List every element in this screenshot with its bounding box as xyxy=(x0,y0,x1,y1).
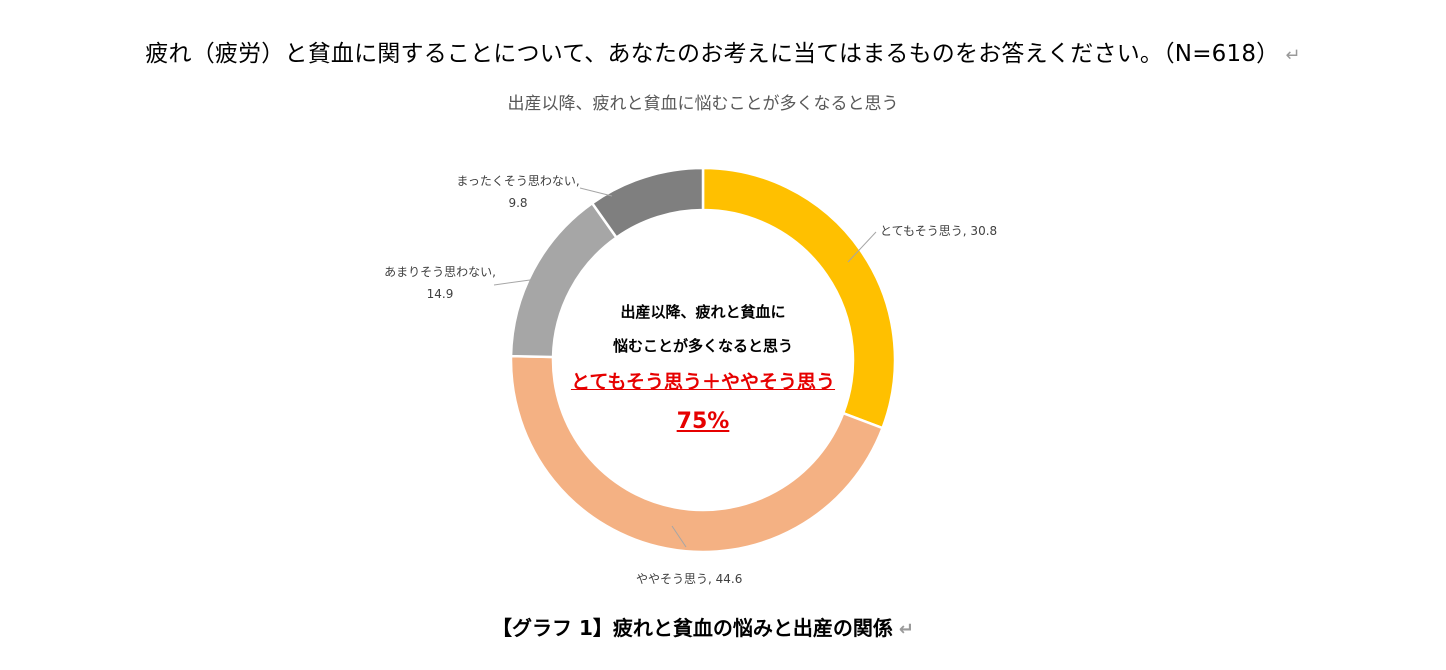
slice-label-1: とてもそう思う, 30.8 xyxy=(880,224,997,238)
survey-question: 疲れ（疲労）と貧血に関することについて、あなたのお考えに当てはまるものをお答えく… xyxy=(0,34,1446,68)
slice-label-4: まったくそう思わない, 9.8 xyxy=(456,174,579,210)
figure-caption-text: 【グラフ 1】疲れと貧血の悩みと出産の関係 xyxy=(492,616,893,640)
slice-leader-line-1 xyxy=(847,231,877,263)
slice-leader-line-4 xyxy=(579,187,613,197)
donut-slice-4 xyxy=(590,166,705,240)
figure-caption: 【グラフ 1】疲れと貧血の悩みと出産の関係 ↵ xyxy=(0,612,1406,641)
slice-label-3: あまりそう思わない, 14.9 xyxy=(384,265,496,301)
center-summary-line2: 悩むことが多くなると思う xyxy=(612,337,793,355)
slice-label-2: ややそう思う, 44.6 xyxy=(636,572,742,586)
center-summary-highlight: とてもそう思う＋ややそう思う xyxy=(570,371,836,393)
survey-question-text: 疲れ（疲労）と貧血に関することについて、あなたのお考えに当てはまるものをお答えく… xyxy=(145,41,1280,67)
slice-leader-line-2 xyxy=(671,525,687,548)
center-summary-line1: 出産以降、疲れと貧血に xyxy=(620,303,786,321)
slice-leader-line-3 xyxy=(493,279,531,286)
caption-paragraph-mark-icon: ↵ xyxy=(898,619,914,640)
chart-title: 出産以降、疲れと貧血に悩むことが多くなると思う xyxy=(507,94,899,114)
donut-center-summary: 出産以降、疲れと貧血に 悩むことが多くなると思う とてもそう思う＋ややそう思う … xyxy=(553,295,853,434)
donut-slice-2 xyxy=(509,354,885,554)
center-summary-percent: 75% xyxy=(676,409,730,434)
paragraph-mark-icon: ↵ xyxy=(1285,45,1301,66)
